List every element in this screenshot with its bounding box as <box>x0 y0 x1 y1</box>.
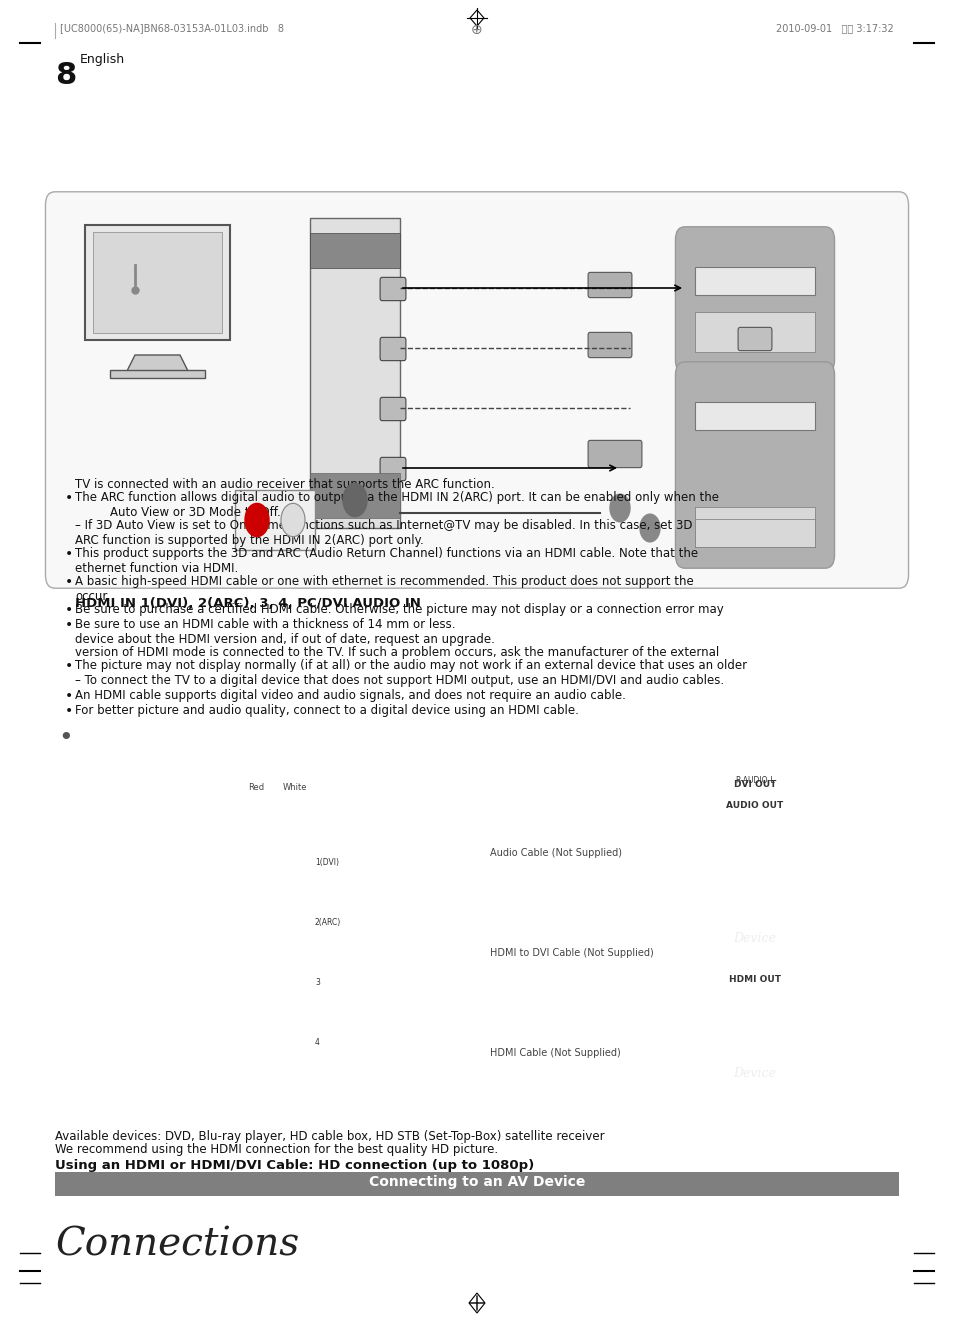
Text: The ARC function allows digital audio to output via the HDMI IN 2(ARC) port. It : The ARC function allows digital audio to… <box>75 491 719 505</box>
Circle shape <box>343 483 367 517</box>
Text: A basic high-speed HDMI cable or one with ethernet is recommended. This product : A basic high-speed HDMI cable or one wit… <box>75 575 693 588</box>
Text: The picture may not display normally (if at all) or the audio may not work if an: The picture may not display normally (if… <box>75 659 746 672</box>
Text: We recommend using the HDMI connection for the best quality HD picture.: We recommend using the HDMI connection f… <box>55 1143 497 1156</box>
Text: DVI OUT: DVI OUT <box>733 779 776 789</box>
Text: – If 3D Auto View is set to On, some functions such as Internet@TV may be disabl: – If 3D Auto View is set to On, some fun… <box>75 519 692 532</box>
Bar <box>695 402 814 431</box>
Text: 2(ARC): 2(ARC) <box>314 918 341 927</box>
Text: 8: 8 <box>55 61 76 90</box>
Text: •: • <box>65 618 73 631</box>
Text: ethernet function via HDMI.: ethernet function via HDMI. <box>75 561 238 575</box>
Text: 4: 4 <box>314 1038 319 1048</box>
Bar <box>310 473 399 518</box>
Text: [UC8000(65)-NA]BN68-03153A-01L03.indb   8: [UC8000(65)-NA]BN68-03153A-01L03.indb 8 <box>60 22 284 33</box>
FancyBboxPatch shape <box>379 398 405 420</box>
Text: •: • <box>65 602 73 617</box>
Circle shape <box>639 514 659 542</box>
Text: R-AUDIO-L: R-AUDIO-L <box>735 775 774 785</box>
Text: HDMI Cable (Not Supplied): HDMI Cable (Not Supplied) <box>490 1048 620 1058</box>
FancyBboxPatch shape <box>587 272 631 297</box>
Text: •: • <box>65 704 73 719</box>
Text: version of HDMI mode is connected to the TV. If such a problem occurs, ask the m: version of HDMI mode is connected to the… <box>75 646 719 659</box>
Text: This product supports the 3D and ARC (Audio Return Channel) functions via an HDM: This product supports the 3D and ARC (Au… <box>75 547 698 560</box>
Text: English: English <box>80 53 125 66</box>
Text: 2010-09-01   오후 3:17:32: 2010-09-01 오후 3:17:32 <box>776 22 893 33</box>
Text: 3: 3 <box>314 978 319 987</box>
Text: occur.: occur. <box>75 590 110 602</box>
Bar <box>310 232 399 268</box>
Text: •: • <box>65 659 73 672</box>
Text: HDMI OUT: HDMI OUT <box>728 975 781 984</box>
Text: HDMI IN: HDMI IN <box>335 1095 374 1104</box>
FancyBboxPatch shape <box>290 197 419 550</box>
Text: 1(DVI): 1(DVI) <box>314 859 338 867</box>
FancyBboxPatch shape <box>379 277 405 301</box>
Bar <box>310 218 399 528</box>
Text: Connections: Connections <box>55 1226 299 1263</box>
FancyBboxPatch shape <box>675 362 834 568</box>
Text: Audio Cable (Not Supplied): Audio Cable (Not Supplied) <box>490 848 621 859</box>
Text: Red: Red <box>248 783 264 793</box>
FancyBboxPatch shape <box>379 457 405 481</box>
Bar <box>234 490 314 550</box>
Bar <box>110 370 205 378</box>
Text: •: • <box>65 547 73 561</box>
Circle shape <box>609 494 629 522</box>
Bar <box>695 519 814 547</box>
Text: device about the HDMI version and, if out of date, request an upgrade.: device about the HDMI version and, if ou… <box>75 633 495 646</box>
Bar <box>85 225 230 339</box>
Text: •: • <box>65 575 73 589</box>
Bar <box>92 232 222 333</box>
Text: Be sure to use an HDMI cable with a thickness of 14 mm or less.: Be sure to use an HDMI cable with a thic… <box>75 618 455 631</box>
Text: •: • <box>65 690 73 703</box>
Text: •: • <box>65 491 73 505</box>
Bar <box>695 507 814 547</box>
Text: HDMI IN 1(DVI), 2(ARC), 3, 4, PC/DVI AUDIO IN: HDMI IN 1(DVI), 2(ARC), 3, 4, PC/DVI AUD… <box>75 597 420 610</box>
Text: TV is connected with an audio receiver that supports the ARC function.: TV is connected with an audio receiver t… <box>75 478 495 491</box>
Text: AUDIO IN: AUDIO IN <box>338 828 371 834</box>
Text: •: • <box>58 727 72 750</box>
Text: Connecting to an AV Device: Connecting to an AV Device <box>369 1174 584 1189</box>
Text: – To connect the TV to a digital device that does not support HDMI output, use a: – To connect the TV to a digital device … <box>75 674 723 687</box>
Text: Be sure to purchase a certified HDMI cable. Otherwise, the picture may not displ: Be sure to purchase a certified HDMI cab… <box>75 602 723 616</box>
FancyBboxPatch shape <box>738 522 771 546</box>
Text: An HDMI cable supports digital video and audio signals, and does not require an : An HDMI cable supports digital video and… <box>75 690 625 701</box>
Bar <box>695 312 814 351</box>
FancyBboxPatch shape <box>675 227 834 374</box>
Text: For better picture and audio quality, connect to a digital device using an HDMI : For better picture and audio quality, co… <box>75 704 578 717</box>
FancyBboxPatch shape <box>738 328 771 350</box>
FancyBboxPatch shape <box>55 1172 898 1196</box>
FancyBboxPatch shape <box>379 337 405 361</box>
Bar <box>695 267 814 295</box>
Circle shape <box>245 503 269 536</box>
Text: Auto View or 3D Mode to Off.: Auto View or 3D Mode to Off. <box>95 506 280 519</box>
Text: AUDIO OUT: AUDIO OUT <box>725 801 782 810</box>
Polygon shape <box>125 355 190 375</box>
Text: Using an HDMI or HDMI/DVI Cable: HD connection (up to 1080p): Using an HDMI or HDMI/DVI Cable: HD conn… <box>55 1159 534 1172</box>
FancyBboxPatch shape <box>587 440 641 468</box>
Text: ⊕: ⊕ <box>471 22 482 37</box>
Text: Device: Device <box>733 933 776 945</box>
FancyBboxPatch shape <box>587 333 631 358</box>
Text: HDMI to DVI Cable (Not Supplied): HDMI to DVI Cable (Not Supplied) <box>490 948 653 958</box>
Text: PC / DVI: PC / DVI <box>341 838 369 844</box>
Text: Available devices: DVD, Blu-ray player, HD cable box, HD STB (Set-Top-Box) satel: Available devices: DVD, Blu-ray player, … <box>55 1129 604 1143</box>
Text: ARC function is supported by the HDMI IN 2(ARC) port only.: ARC function is supported by the HDMI IN… <box>75 534 423 547</box>
Text: Device: Device <box>733 1067 776 1081</box>
Circle shape <box>281 503 305 536</box>
Text: White: White <box>283 783 307 793</box>
FancyBboxPatch shape <box>46 192 907 588</box>
